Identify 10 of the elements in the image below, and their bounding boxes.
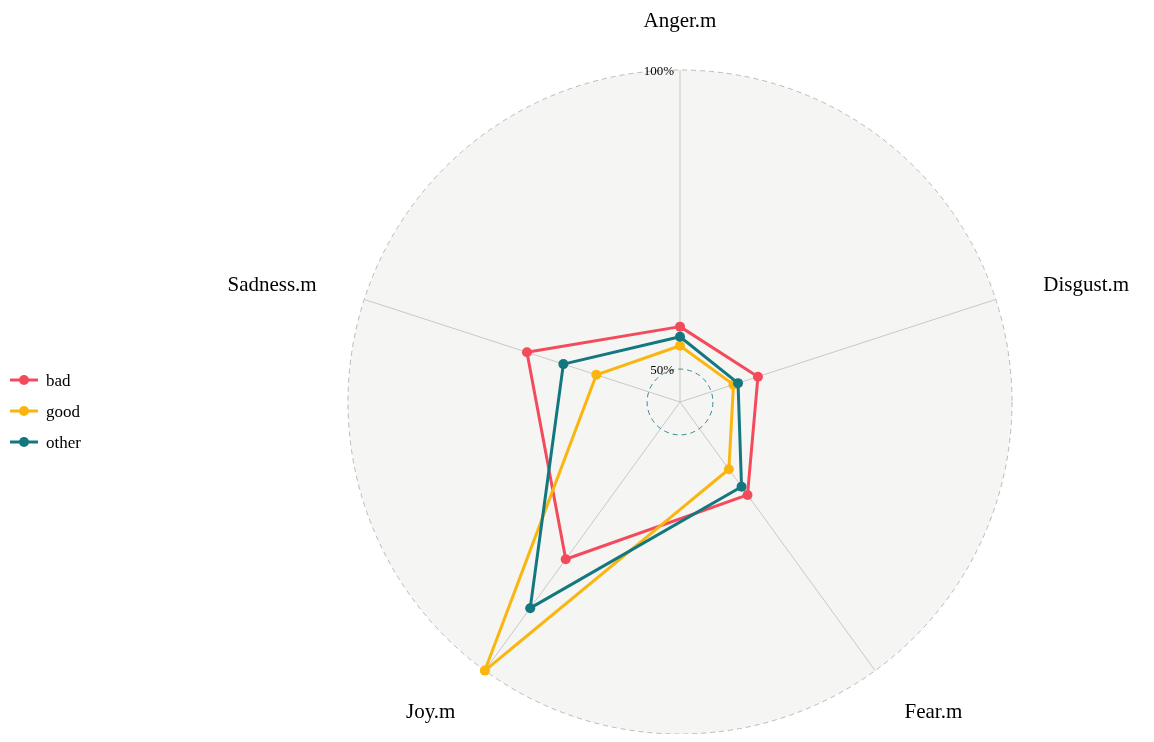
legend-label: bad [46,371,72,390]
spoke-label: Sadness.m [227,271,317,296]
legend-label: good [46,402,81,421]
y-tick-label: 50% [650,362,675,378]
y-tick-label: 100% [643,63,675,78]
spoke-label: Fear.m [904,699,963,724]
spoke-label: Joy.m [406,699,456,724]
spoke-label: Disgust.m [1043,271,1130,296]
legend-label: other [46,433,82,452]
spoke-label: Anger.m [643,8,717,32]
